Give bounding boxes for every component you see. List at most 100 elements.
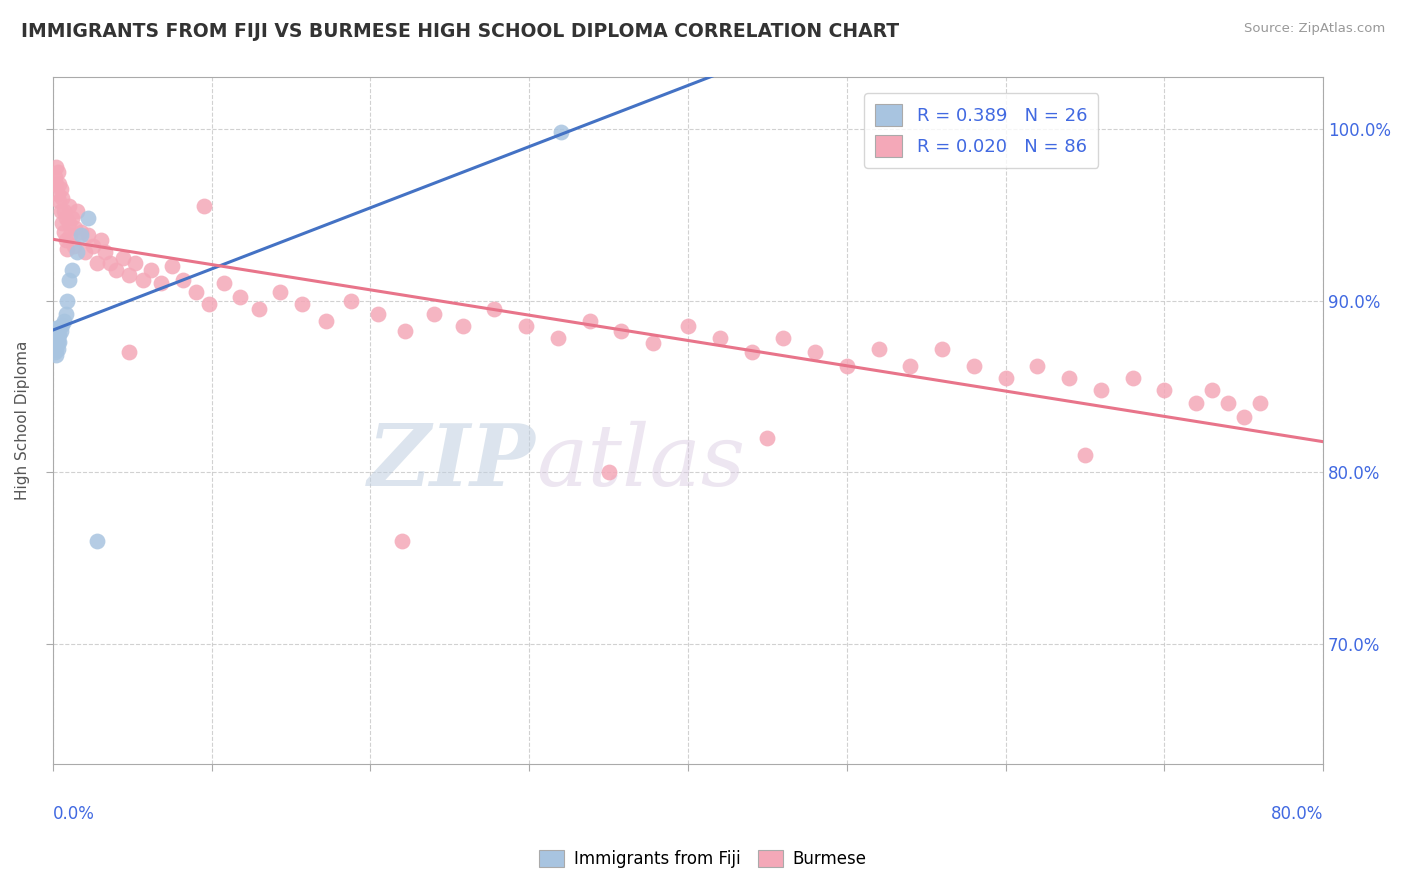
Point — [70, 228, 93, 243]
Point — [49, 204, 72, 219]
Point — [46, 327, 69, 342]
Legend: Immigrants from Fiji, Burmese: Immigrants from Fiji, Burmese — [533, 843, 873, 875]
Point — [994, 370, 1017, 384]
Text: ZIP: ZIP — [368, 420, 536, 504]
Point — [49, 182, 72, 196]
Point — [1249, 396, 1271, 410]
Point — [214, 277, 236, 291]
Point — [963, 359, 986, 373]
Point — [105, 262, 128, 277]
Point — [423, 307, 446, 321]
Point — [53, 225, 76, 239]
Point — [44, 331, 66, 345]
Point — [59, 228, 82, 243]
Point — [141, 262, 163, 277]
Text: 80.0%: 80.0% — [1271, 805, 1323, 823]
Point — [45, 321, 67, 335]
Point — [94, 245, 117, 260]
Point — [1153, 383, 1175, 397]
Point — [868, 342, 890, 356]
Point — [132, 273, 155, 287]
Point — [51, 190, 73, 204]
Point — [58, 273, 80, 287]
Point — [45, 342, 67, 356]
Y-axis label: High School Diploma: High School Diploma — [15, 341, 30, 500]
Point — [55, 307, 77, 321]
Point — [66, 204, 89, 219]
Point — [46, 334, 69, 349]
Point — [55, 234, 77, 248]
Text: Source: ZipAtlas.com: Source: ZipAtlas.com — [1244, 22, 1385, 36]
Point — [48, 177, 70, 191]
Point — [1233, 410, 1256, 425]
Point — [229, 290, 252, 304]
Point — [835, 359, 858, 373]
Point — [898, 359, 921, 373]
Point — [193, 199, 215, 213]
Point — [46, 342, 69, 356]
Point — [90, 234, 112, 248]
Point — [49, 325, 72, 339]
Point — [45, 177, 67, 191]
Point — [340, 293, 363, 308]
Legend: R = 0.389   N = 26, R = 0.020   N = 86: R = 0.389 N = 26, R = 0.020 N = 86 — [865, 94, 1098, 168]
Point — [53, 204, 76, 219]
Point — [55, 211, 77, 226]
Point — [73, 245, 96, 260]
Point — [118, 268, 141, 282]
Point — [1026, 359, 1049, 373]
Point — [610, 325, 633, 339]
Point — [48, 327, 70, 342]
Point — [484, 302, 506, 317]
Point — [451, 319, 474, 334]
Point — [48, 194, 70, 208]
Point — [367, 307, 389, 321]
Point — [197, 297, 219, 311]
Point — [1201, 383, 1223, 397]
Point — [315, 314, 337, 328]
Point — [46, 187, 69, 202]
Point — [48, 321, 70, 335]
Point — [66, 245, 89, 260]
Point — [291, 297, 314, 311]
Point — [46, 165, 69, 179]
Point — [58, 216, 80, 230]
Point — [184, 285, 207, 299]
Point — [804, 345, 827, 359]
Point — [45, 160, 67, 174]
Point — [269, 285, 291, 299]
Point — [45, 348, 67, 362]
Point — [515, 319, 537, 334]
Point — [394, 325, 416, 339]
Point — [172, 273, 194, 287]
Point — [741, 345, 763, 359]
Point — [60, 211, 83, 226]
Point — [53, 314, 76, 328]
Point — [98, 256, 121, 270]
Point — [70, 225, 93, 239]
Point — [124, 256, 146, 270]
Point — [772, 331, 794, 345]
Text: 0.0%: 0.0% — [53, 805, 94, 823]
Point — [931, 342, 953, 356]
Point — [51, 216, 73, 230]
Point — [1057, 370, 1080, 384]
Point — [149, 277, 172, 291]
Point — [676, 319, 699, 334]
Point — [56, 293, 79, 308]
Point — [160, 259, 183, 273]
Point — [51, 318, 73, 332]
Point — [578, 314, 600, 328]
Point — [1074, 448, 1097, 462]
Point — [1216, 396, 1239, 410]
Point — [44, 345, 66, 359]
Point — [756, 431, 779, 445]
Point — [76, 211, 98, 226]
Point — [56, 242, 79, 256]
Point — [1185, 396, 1208, 410]
Point — [58, 199, 80, 213]
Point — [45, 336, 67, 351]
Point — [643, 336, 665, 351]
Point — [63, 221, 86, 235]
Text: IMMIGRANTS FROM FIJI VS BURMESE HIGH SCHOOL DIPLOMA CORRELATION CHART: IMMIGRANTS FROM FIJI VS BURMESE HIGH SCH… — [21, 22, 900, 41]
